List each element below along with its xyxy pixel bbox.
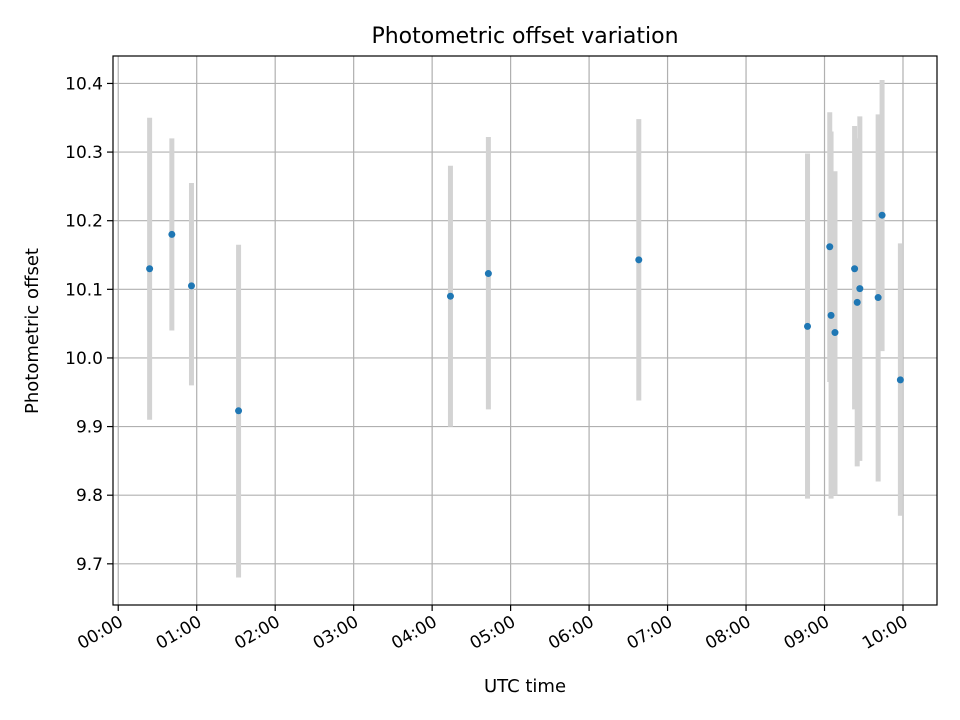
data-point bbox=[168, 230, 176, 238]
data-point bbox=[874, 294, 882, 302]
data-point bbox=[804, 322, 812, 330]
y-axis-label: Photometric offset bbox=[22, 248, 43, 414]
data-point bbox=[446, 292, 454, 300]
x-tick-label: 09:00 bbox=[781, 612, 833, 654]
x-axis-ticks: 00:00 01:00 02:00 03:00 04:00 05:00 06:00 07:00… bbox=[74, 605, 911, 654]
data-point bbox=[896, 376, 904, 384]
data-point bbox=[827, 311, 835, 319]
x-tick-label: 04:00 bbox=[388, 612, 440, 654]
error-bars bbox=[147, 80, 903, 578]
data-point bbox=[853, 298, 861, 306]
x-tick-label: 08:00 bbox=[702, 612, 754, 654]
x-tick-label: 01:00 bbox=[153, 612, 205, 654]
x-tick-label: 00:00 bbox=[74, 612, 126, 654]
data-point bbox=[851, 265, 859, 273]
y-tick-label: 10.0 bbox=[65, 349, 103, 369]
x-axis-label: UTC time bbox=[484, 676, 566, 697]
data-point bbox=[826, 243, 834, 251]
data-point bbox=[831, 329, 839, 337]
data-point bbox=[878, 211, 886, 219]
x-tick-label: 05:00 bbox=[467, 612, 519, 654]
grid bbox=[113, 56, 937, 605]
x-tick-label: 10:00 bbox=[859, 612, 911, 654]
y-axis-ticks: 9.7 9.8 9.9 10.0 10.1 10.2 10.3 10.4 bbox=[65, 74, 113, 575]
data-point bbox=[856, 285, 864, 293]
data-point bbox=[146, 265, 154, 273]
plot-frame bbox=[112, 55, 938, 606]
data-point bbox=[484, 270, 492, 278]
data-points bbox=[146, 211, 904, 415]
x-tick-label: 03:00 bbox=[310, 612, 362, 654]
y-tick-label: 10.4 bbox=[65, 74, 103, 94]
data-point bbox=[235, 407, 243, 415]
x-tick-label: 06:00 bbox=[545, 612, 597, 654]
data-point bbox=[187, 282, 195, 290]
y-tick-label: 10.2 bbox=[65, 212, 103, 232]
x-tick-label: 02:00 bbox=[231, 612, 283, 654]
y-tick-label: 9.8 bbox=[76, 486, 103, 506]
x-tick-label: 07:00 bbox=[624, 612, 676, 654]
y-tick-label: 10.3 bbox=[65, 143, 103, 163]
y-tick-label: 10.1 bbox=[65, 280, 103, 300]
chart-title: Photometric offset variation bbox=[371, 24, 678, 49]
y-tick-label: 9.9 bbox=[76, 418, 103, 438]
data-point bbox=[635, 256, 643, 264]
y-tick-label: 9.7 bbox=[76, 555, 103, 575]
